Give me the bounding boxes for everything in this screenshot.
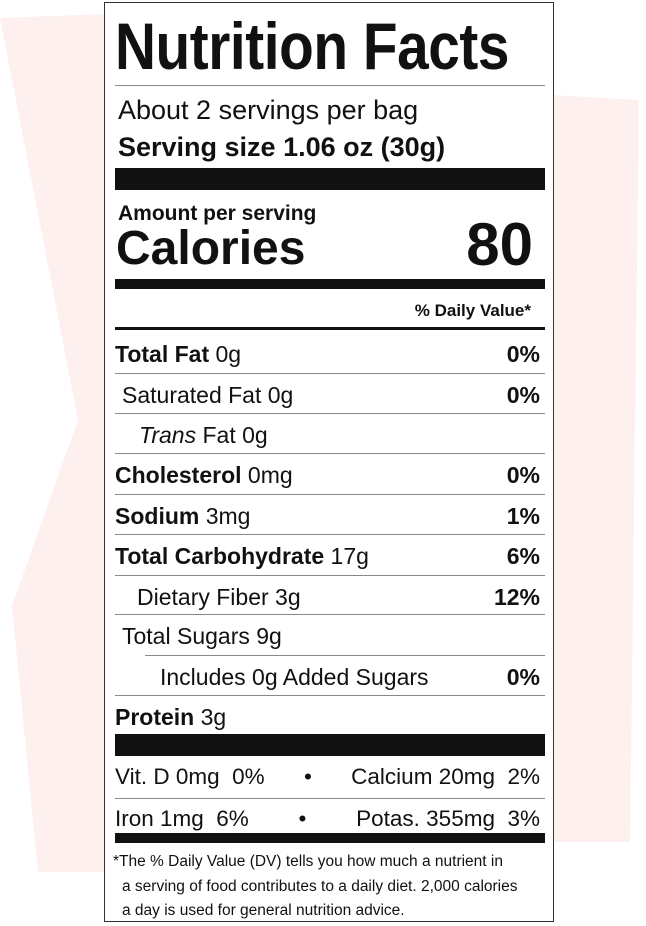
nutrient-name-italic: Trans <box>139 421 197 448</box>
separator-dot: • <box>303 764 312 789</box>
serving-size: Serving size 1.06 oz (30g) <box>118 132 446 162</box>
nutrient-row-total-fat: Total Fat 0g 0% <box>115 334 540 374</box>
nutrient-dv: 1% <box>506 502 540 529</box>
nutrient-row-saturated-fat: Saturated Fat 0g 0% <box>115 375 540 415</box>
nutrient-name: Protein <box>115 703 195 730</box>
footnote-line: a serving of food contributes to a daily… <box>122 877 518 895</box>
calories-value: 80 <box>466 211 533 278</box>
footnote: *The % Daily Value (DV) tells you how mu… <box>113 850 518 924</box>
nutrient-name: Saturated Fat 0g <box>122 381 294 408</box>
iron: Iron 1mg 6% <box>115 806 249 831</box>
daily-value-header: % Daily Value* <box>414 301 531 320</box>
nutrient-amount: 17g <box>330 542 369 569</box>
calcium: Calcium 20mg 2% <box>351 764 540 789</box>
nutrition-facts-label: Nutrition Facts About 2 servings per bag… <box>104 2 554 922</box>
nutrient-name: Dietary Fiber 3g <box>137 583 301 610</box>
vitamin-row-1: Vit. D 0mg 0% • Calcium 20mg 2% <box>115 757 540 797</box>
separator-dot: • <box>298 806 307 831</box>
calories-label: Calories <box>116 222 306 275</box>
nutrient-name: Includes 0g Added Sugars <box>160 663 429 690</box>
nutrient-row-total-sugars: Total Sugars 9g <box>115 616 540 656</box>
divider <box>115 534 545 535</box>
divider <box>115 575 545 576</box>
amount-per-serving: Amount per serving <box>118 202 317 225</box>
vitamin-d: Vit. D 0mg 0% <box>115 764 265 789</box>
nutrient-name: Cholesterol <box>115 461 242 488</box>
divider <box>115 327 545 330</box>
nutrient-row-total-carbohydrate: Total Carbohydrate 17g 6% <box>115 536 540 576</box>
potassium: Potas. 355mg 3% <box>356 806 540 831</box>
divider <box>115 85 545 86</box>
divider <box>145 655 545 656</box>
nutrient-row-sodium: Sodium 3mg 1% <box>115 496 540 536</box>
nutrient-row-cholesterol: Cholesterol 0mg 0% <box>115 455 540 495</box>
footnote-line: a day is used for general nutrition advi… <box>122 902 405 919</box>
nutrient-name: Total Fat <box>115 340 210 367</box>
footnote-line: *The % Daily Value (DV) tells you how mu… <box>113 853 503 870</box>
divider <box>115 373 545 374</box>
background-shape-right <box>552 95 639 842</box>
divider <box>115 614 545 615</box>
nutrient-name: Sodium <box>115 502 200 529</box>
nutrient-row-dietary-fiber: Dietary Fiber 3g 12% <box>115 577 540 617</box>
nutrient-dv: 0% <box>506 461 540 488</box>
servings-per-container: About 2 servings per bag <box>118 95 419 125</box>
nutrient-dv: 0% <box>506 663 540 690</box>
label-title: Nutrition Facts <box>115 9 510 83</box>
divider <box>115 695 545 696</box>
divider <box>115 413 545 414</box>
nutrient-dv: 0% <box>506 340 540 367</box>
divider <box>115 494 545 495</box>
nutrient-dv: 0% <box>506 381 540 408</box>
divider <box>115 798 545 799</box>
nutrient-amount: 3g <box>200 703 227 730</box>
medium-divider <box>115 279 545 289</box>
nutrient-row-trans-fat: Trans Fat 0g <box>115 415 540 455</box>
medium-divider <box>115 833 545 843</box>
thick-divider <box>115 168 545 190</box>
nutrient-amount: 3mg <box>205 502 251 529</box>
nutrient-name: Total Sugars 9g <box>122 622 282 649</box>
thick-divider <box>115 734 545 756</box>
nutrient-row-added-sugars: Includes 0g Added Sugars 0% <box>115 657 540 697</box>
nutrient-amount: 0mg <box>247 461 293 488</box>
nutrient-name: Total Carbohydrate <box>115 542 325 569</box>
nutrient-dv: 6% <box>506 542 540 569</box>
nutrient-amount: 0g <box>215 340 242 367</box>
nutrient-row-protein: Protein 3g <box>115 697 540 737</box>
nutrient-name: Fat 0g <box>202 421 268 448</box>
background-shape-left <box>0 14 106 872</box>
nutrient-dv: 12% <box>493 583 540 610</box>
divider <box>115 453 545 454</box>
vitamin-row-2: Iron 1mg 6% • Potas. 355mg 3% <box>115 799 540 839</box>
